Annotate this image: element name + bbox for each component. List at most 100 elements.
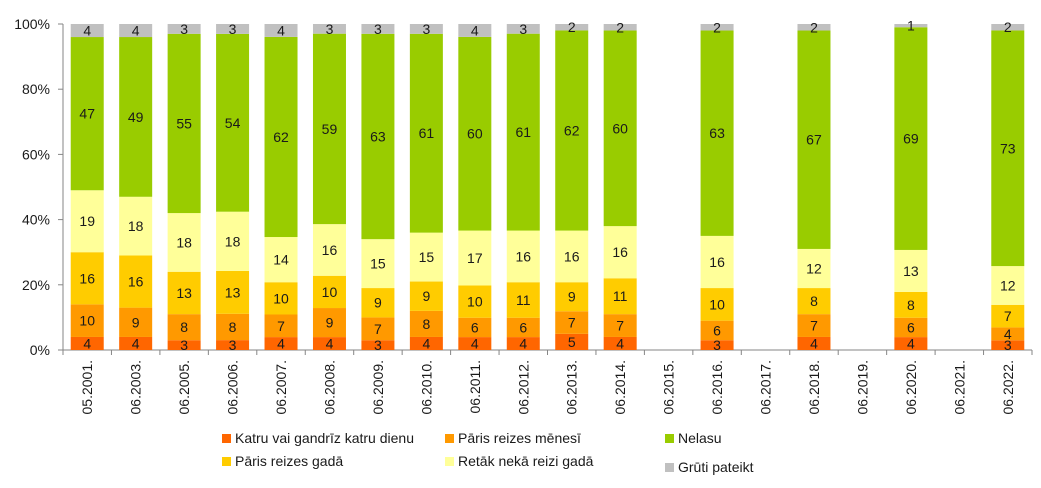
data-label: 49: [128, 109, 144, 125]
data-label: 10: [322, 284, 338, 300]
bar-segment: [458, 36, 492, 231]
x-tick-label: 06.2011.: [467, 360, 483, 413]
bar-segment: [458, 24, 492, 37]
bar-segment: [797, 314, 831, 337]
bar-segment: [70, 304, 104, 337]
data-label: 2: [713, 19, 721, 35]
bar-segment: [312, 224, 346, 276]
x-tick-label: 06.2018.: [806, 360, 822, 415]
data-label: 4: [277, 22, 285, 38]
data-label: 16: [79, 270, 95, 286]
data-label: 60: [612, 120, 628, 136]
bar-segment: [264, 282, 298, 315]
bar-segment: [70, 24, 104, 38]
x-tick-label: 06.2016.: [709, 360, 725, 415]
y-tick-label: 80%: [22, 81, 50, 97]
bar-segment: [409, 281, 443, 311]
bar-segment: [991, 24, 1025, 31]
bar-segment: [361, 340, 395, 350]
bar-segment: [119, 196, 153, 256]
data-label: 16: [612, 244, 628, 260]
bar-segment: [506, 24, 540, 34]
x-tick-label: 06.2017.: [758, 360, 774, 415]
x-tick-label: 06.2008.: [321, 360, 337, 415]
bar-segment: [216, 211, 250, 271]
bar-segment: [312, 308, 346, 338]
bar-segment: [216, 340, 250, 350]
data-label: 47: [79, 106, 95, 122]
bar-segment: [409, 232, 443, 282]
x-tick-label: 06.2019.: [854, 360, 870, 415]
bar-segment: [119, 336, 153, 350]
y-tick-label: 0%: [30, 342, 50, 358]
bar-segment: [506, 230, 540, 283]
bar-segment: [361, 239, 395, 289]
bar-segment: [167, 271, 201, 315]
legend-item: Katru vai gandrīz katru dienu: [222, 430, 414, 446]
bar-segment: [894, 249, 928, 292]
axes: 0% 20% 40% 60% 80% 100% 05.2001. 06.2003. 06.200…: [14, 16, 1033, 415]
bar-segment: [70, 336, 104, 350]
x-tick-label: 06.2014.: [612, 360, 628, 415]
bar-segment: [797, 24, 831, 31]
bar-segment: [555, 24, 589, 31]
legend-label: Pāris reizes gadā: [235, 453, 343, 469]
y-tick-label: 100%: [14, 16, 50, 32]
bar-segment: [264, 36, 298, 238]
data-label: 16: [564, 248, 580, 264]
x-tick-label: 06.2005.: [176, 360, 192, 415]
bar-segment: [264, 24, 298, 37]
bars: [70, 24, 1025, 350]
legend-swatch: [665, 434, 674, 443]
data-label: 4: [83, 335, 91, 351]
data-label: 3: [519, 21, 527, 37]
data-label: 5: [568, 334, 576, 350]
bar-segment: [409, 336, 443, 350]
data-label: 10: [709, 296, 725, 312]
bar-segment: [894, 337, 928, 350]
data-label: 16: [709, 254, 725, 270]
bar-segment: [119, 24, 153, 38]
data-label: 3: [1004, 337, 1012, 353]
data-label: 9: [422, 288, 430, 304]
data-label: 7: [810, 318, 818, 334]
bar-segment: [506, 33, 540, 231]
bar-segment: [555, 282, 589, 312]
bar-segment: [312, 24, 346, 34]
legend-label: Grūti pateikt: [678, 459, 754, 475]
data-label: 16: [515, 248, 531, 264]
bar-segment: [506, 337, 540, 350]
bar-segment: [797, 288, 831, 315]
bar-segment: [700, 30, 734, 236]
legend-swatch: [445, 434, 454, 443]
data-label: 69: [903, 131, 919, 147]
bar-segment: [264, 237, 298, 283]
bar-segment: [603, 30, 637, 227]
data-label: 18: [128, 218, 144, 234]
data-label: 18: [225, 233, 241, 249]
data-label: 3: [374, 21, 382, 37]
data-label: 67: [806, 132, 822, 148]
data-label: 4: [132, 335, 140, 351]
data-label: 10: [467, 294, 483, 310]
data-label: 4: [519, 336, 527, 352]
data-label: 4: [471, 22, 479, 38]
bar-segment: [894, 27, 928, 250]
data-label: 2: [810, 19, 818, 35]
data-label: 63: [370, 128, 386, 144]
bar-segment: [119, 255, 153, 308]
x-tick-label: 06.2003.: [128, 360, 144, 415]
legend-label: Retāk nekā reizi gadā: [458, 453, 594, 469]
legend-item: Pāris reizes gadā: [222, 453, 343, 469]
bar-segment: [700, 24, 734, 31]
bar-segment: [70, 190, 104, 253]
bar-segment: [506, 282, 540, 318]
data-label: 4: [810, 335, 818, 351]
bar-segment: [361, 33, 395, 240]
data-label: 3: [180, 337, 188, 353]
bar-segment: [167, 24, 201, 34]
data-label: 4: [471, 336, 479, 352]
data-label: 15: [370, 256, 386, 272]
data-label: 9: [568, 289, 576, 305]
